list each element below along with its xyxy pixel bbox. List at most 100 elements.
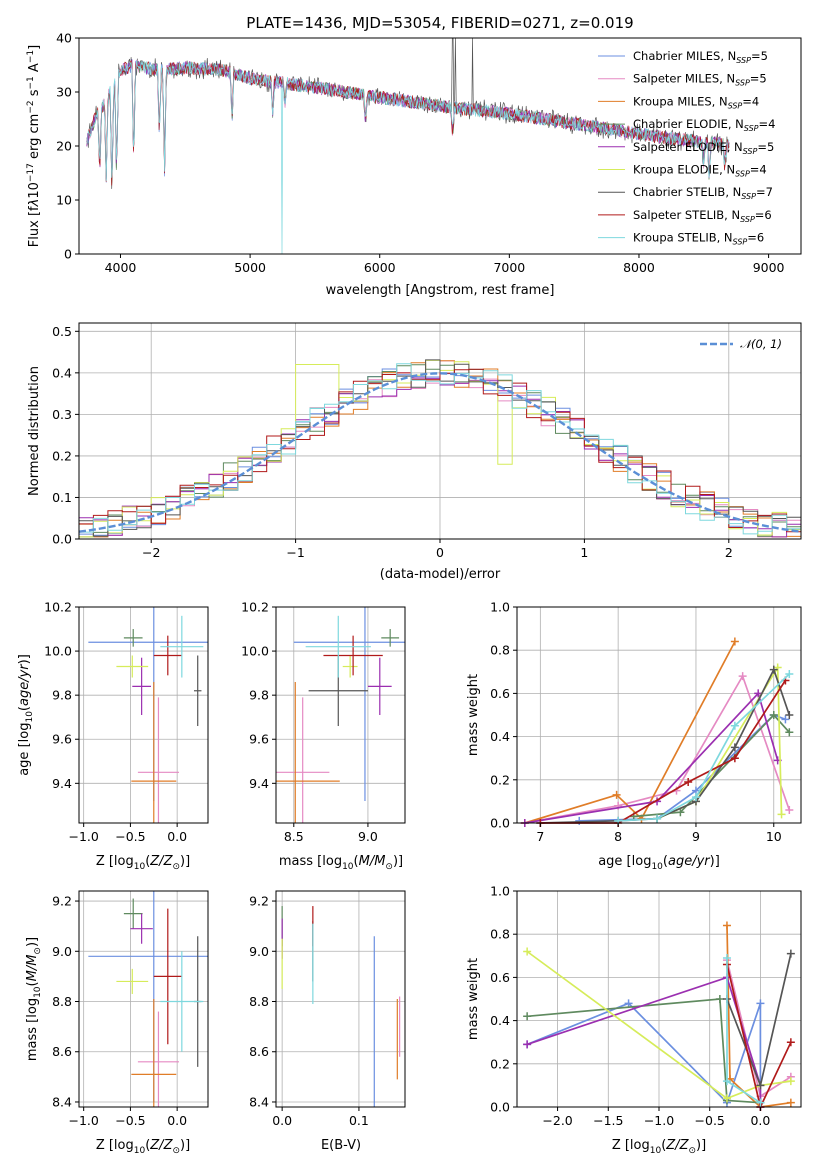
errorbar-kroupa-stelib [160, 615, 204, 678]
legend-model-name: Salpeter MILES [633, 72, 719, 86]
series-marker [769, 665, 778, 674]
errorbar-salpeter-miles [137, 1011, 180, 1107]
y-tick-label: 10 [56, 193, 72, 208]
x-tick-label: −0.5 [695, 1113, 725, 1128]
y-tick-label: 9.6 [249, 732, 269, 747]
y-tick-label: 8.8 [249, 994, 269, 1009]
age-vs-mass-panel: 8.5 9.0 9.4 9.6 9.8 10.0 10.2 mass [log10(M/M⊙… [241, 600, 406, 872]
series-line [540, 667, 791, 824]
legend-nssp-subscript: SSP [735, 170, 750, 179]
legend-nssp-subscript: SSP [740, 215, 755, 224]
series-marker [676, 808, 685, 817]
legend-model-name: Salpeter ELODIE [633, 140, 727, 154]
legend-model-name: Kroupa STELIB [633, 231, 717, 245]
x-tick-label: 0.0 [167, 829, 187, 844]
series-marker [523, 1040, 532, 1049]
mass-weight-vs-z-xlabel: Z [log10(Z/Z⊙)] [612, 1138, 706, 1156]
mass-weight-vs-age-axes-frame [516, 606, 802, 824]
series-marker [777, 810, 786, 819]
legend-model-name: Kroupa ELODIE [633, 163, 719, 177]
y-tick-label: 0.6 [490, 686, 510, 701]
series-marker [523, 1012, 532, 1021]
mass-vs-z-panel: −1.0 −0.5 0.0 8.4 8.6 8.8 9.0 9.2 Z [log10(Z/Z⊙… [25, 890, 209, 1156]
series-marker [624, 999, 633, 1008]
age-vs-mass-xlabel: mass [log10(M/M⊙)] [279, 854, 403, 872]
legend-nssp-subscript: SSP [744, 124, 759, 133]
y-tick-label: 9.2 [249, 894, 269, 909]
legend-nssp-value: =4 [759, 117, 776, 131]
legend-label: Chabrier MILES, NSSP=5 [633, 49, 768, 65]
legend-nssp-value: =7 [756, 185, 773, 199]
x-tick-label: 0 [436, 545, 444, 560]
y-tick-label: 0.4 [490, 1013, 510, 1028]
legend-nssp-value: =4 [750, 163, 767, 177]
series-kroupa-stelib [722, 953, 765, 1107]
y-tick-label: 8.8 [52, 994, 72, 1009]
legend-label: Kroupa ELODIE, NSSP=4 [633, 163, 767, 179]
x-tick-label: 5000 [234, 260, 266, 275]
x-tick-label: 8.5 [284, 829, 304, 844]
series-marker [523, 947, 532, 956]
mass-vs-z-axes-frame [78, 890, 209, 1108]
errorbar-salpeter-miles [137, 697, 180, 823]
histogram-legend: 𝒩(0, 1) [700, 337, 782, 351]
y-tick-label: 0.2 [490, 772, 510, 787]
legend-nssp-subscript: SSP [728, 101, 743, 110]
legend-label: Salpeter STELIB, NSSP=6 [633, 208, 772, 224]
series-line [633, 713, 790, 818]
x-tick-label: 6000 [364, 260, 396, 275]
mass-weight-vs-age-xlabel: age [log10(age/yr)] [598, 854, 720, 872]
series-kroupa-stelib [614, 669, 794, 825]
y-tick-label: 9.4 [52, 776, 72, 791]
x-tick-label: 0.0 [167, 1113, 187, 1128]
errorbar-salpeter-elodie [130, 913, 153, 944]
series-marker [730, 743, 739, 752]
series-marker [722, 1077, 731, 1086]
reference-legend-label: 𝒩(0, 1) [740, 337, 782, 351]
x-tick-label: 0.0 [272, 1113, 292, 1128]
errorbar-kroupa-miles [276, 681, 340, 823]
legend-nssp-prefix: , N [717, 231, 733, 245]
mass-weight-vs-age-panel: 7 8 9 10 0.0 0.2 0.4 0.6 0.8 1.0 age [log10(age/y… [466, 600, 802, 872]
mass-weight-vs-age-ylabel: mass weight [466, 674, 481, 756]
series-marker [722, 953, 731, 962]
series-marker [684, 777, 693, 786]
y-tick-label: 0.1 [52, 490, 72, 505]
series-marker [653, 814, 662, 823]
y-tick-label: 0.4 [52, 365, 72, 380]
figure-title: PLATE=1436, MJD=53054, FIBERID=0271, z=0… [246, 14, 633, 32]
legend-nssp-prefix: , N [719, 163, 735, 177]
mass-vs-ebv-axes-frame [275, 890, 406, 1108]
y-tick-label: 8.6 [52, 1044, 72, 1059]
series-marker [756, 1081, 765, 1090]
y-tick-label: 9.0 [249, 944, 269, 959]
legend-nssp-subscript: SSP [735, 79, 750, 88]
x-tick-label: −1.0 [68, 1113, 98, 1128]
y-tick-label: 0.8 [490, 643, 510, 658]
errorbar-salpeter-miles [276, 697, 330, 823]
series-marker [785, 806, 794, 815]
normal-reference-curve [78, 372, 802, 533]
errorbar-chabrier-stelib [193, 655, 202, 727]
series-chabrier-stelib [536, 665, 794, 827]
x-tick-label: 9 [692, 829, 700, 844]
series-line [540, 679, 787, 824]
series-marker [730, 754, 739, 763]
series-chabrier-stelib [722, 949, 795, 1090]
spectrum-series-salpeter-stelib [86, 60, 730, 186]
legend-nssp-prefix: , N [725, 185, 741, 199]
legend-label: Salpeter ELODIE, NSSP=5 [633, 140, 774, 156]
legend-label: Kroupa STELIB, NSSP=6 [633, 231, 764, 247]
series-marker [754, 689, 763, 698]
histogram-series-kroupa-stelib [78, 363, 802, 539]
legend-label: Chabrier ELODIE, NSSP=4 [633, 117, 775, 133]
y-tick-label: 9.8 [249, 688, 269, 703]
series-marker [722, 921, 731, 930]
legend-nssp-prefix: , N [724, 208, 740, 222]
legend-nssp-value: =5 [757, 140, 774, 154]
y-tick-label: 0.3 [52, 407, 72, 422]
legend-model-name: Salpeter STELIB [633, 208, 724, 222]
legend-nssp-prefix: , N [728, 117, 744, 131]
y-tick-label: 0.0 [490, 1100, 510, 1115]
legend-label: Salpeter MILES, NSSP=5 [633, 72, 767, 88]
